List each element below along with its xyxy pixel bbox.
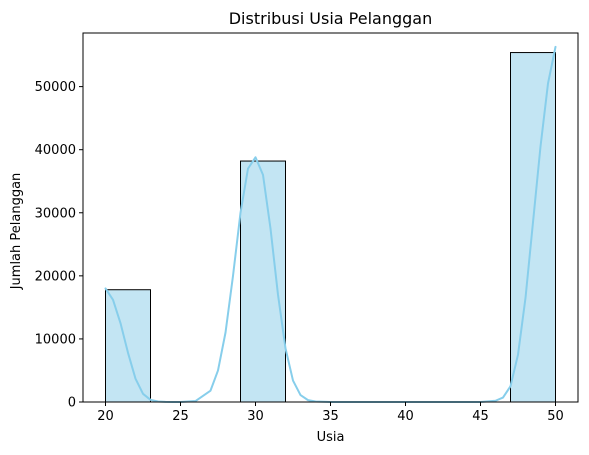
x-tick-label: 30 (247, 409, 264, 424)
kde-layer (104, 45, 557, 403)
y-axis: 0 10000 20000 30000 40000 50000 (35, 80, 83, 411)
x-tick-label: 40 (397, 409, 414, 424)
y-tick-label: 10000 (35, 332, 76, 347)
plot-frame (82, 32, 579, 403)
x-tick-label: 35 (322, 409, 339, 424)
kde-curve (104, 45, 557, 403)
bars-layer (105, 52, 556, 403)
x-tick-label: 50 (547, 409, 564, 424)
chart-title: Distribusi Usia Pelanggan (229, 9, 433, 28)
x-tick-label: 45 (472, 409, 489, 424)
y-tick-label: 0 (68, 396, 76, 411)
x-axis: 20 25 30 35 40 45 50 (97, 402, 564, 424)
y-tick-label: 50000 (35, 80, 76, 95)
y-axis-title: Jumlah Pelanggan (9, 173, 24, 291)
y-tick-label: 20000 (35, 269, 76, 284)
x-axis-title: Usia (317, 430, 345, 445)
y-tick-label: 40000 (35, 143, 76, 158)
histogram-bar (105, 289, 151, 403)
histogram-bar (240, 160, 286, 403)
x-tick-label: 25 (172, 409, 189, 424)
x-tick-label: 20 (97, 409, 114, 424)
y-tick-label: 30000 (35, 206, 76, 221)
